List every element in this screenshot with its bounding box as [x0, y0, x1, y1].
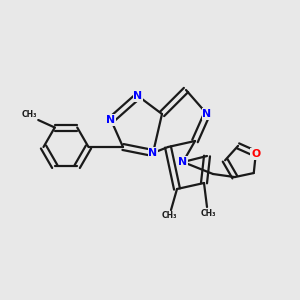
Text: CH₃: CH₃: [201, 208, 216, 217]
Text: N: N: [148, 148, 158, 158]
Text: N: N: [106, 115, 116, 125]
Text: N: N: [134, 91, 142, 101]
Text: O: O: [251, 149, 260, 159]
Text: N: N: [202, 109, 211, 119]
Text: CH₃: CH₃: [162, 212, 177, 220]
Text: N: N: [178, 157, 188, 167]
Text: CH₃: CH₃: [21, 110, 37, 118]
